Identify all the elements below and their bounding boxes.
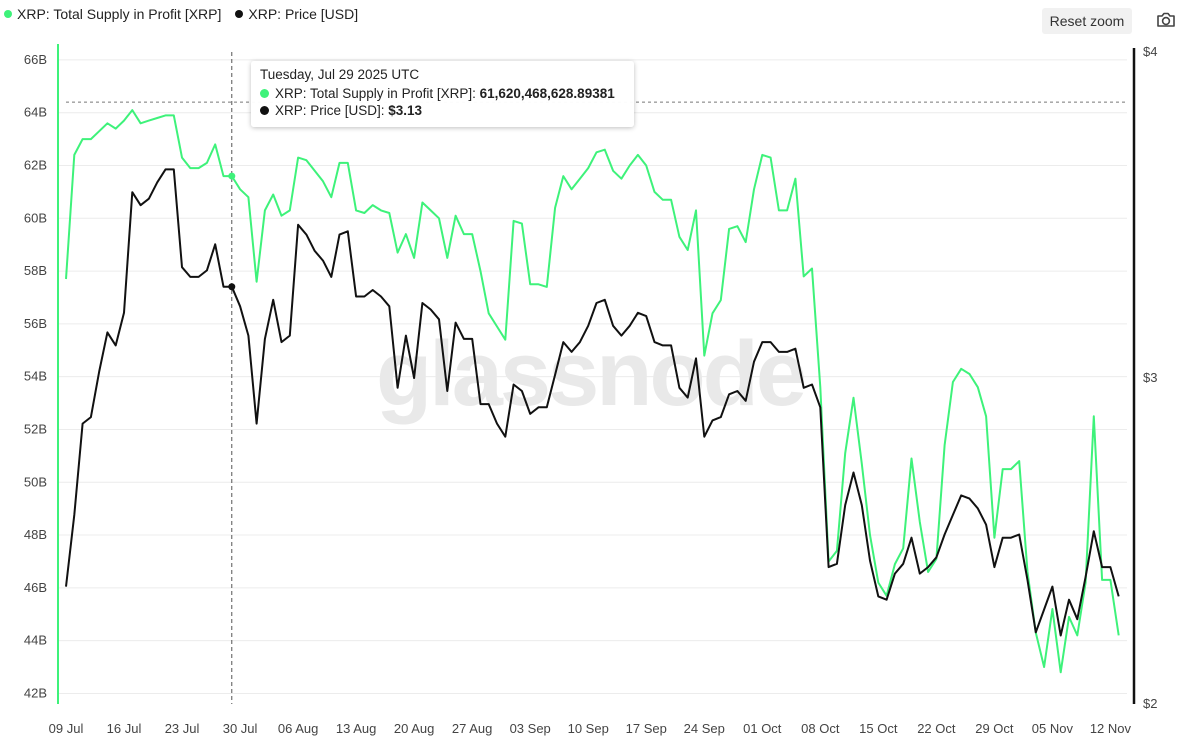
legend-label-price: XRP: Price [USD] — [248, 6, 359, 22]
x-tick-label: 23 Jul — [165, 721, 200, 736]
y-left-tick-label: 44B — [24, 633, 47, 648]
y-left-tick-label: 50B — [24, 474, 47, 489]
tooltip-swatch-supply — [260, 89, 269, 98]
x-tick-label: 20 Aug — [394, 721, 435, 736]
y-left-tick-label: 58B — [24, 263, 47, 278]
supply-in-profit-line — [65, 109, 1120, 674]
y-left-tick-label: 54B — [24, 369, 47, 384]
x-tick-label: 08 Oct — [801, 721, 840, 736]
x-tick-label: 05 Nov — [1032, 721, 1074, 736]
x-tick-label: 15 Oct — [859, 721, 898, 736]
x-tick-label: 09 Jul — [49, 721, 84, 736]
y-right-tick-label: $2 — [1143, 696, 1157, 711]
hover-point-price — [228, 283, 236, 291]
chart-legend: XRP: Total Supply in Profit [XRP] XRP: P… — [4, 6, 358, 22]
x-tick-label: 16 Jul — [107, 721, 142, 736]
tooltip-date: Tuesday, Jul 29 2025 UTC — [260, 67, 420, 82]
tooltip-value-price: $3.13 — [388, 103, 423, 118]
legend-swatch-price — [235, 10, 244, 18]
x-tick-label: 06 Aug — [278, 721, 319, 736]
watermark-logo: glassnode — [376, 323, 805, 425]
tooltip-row-supply: XRP: Total Supply in Profit [XRP]: 61,62… — [260, 85, 625, 102]
x-tick-label: 22 Oct — [917, 721, 956, 736]
hover-point-supply — [228, 172, 236, 180]
y-left-tick-label: 56B — [24, 316, 47, 331]
grid-lines — [58, 59, 1127, 694]
x-tick-label: 13 Aug — [336, 721, 377, 736]
x-tick-label: 29 Oct — [975, 721, 1014, 736]
x-tick-label: 24 Sep — [684, 721, 725, 736]
y-left-tick-label: 42B — [24, 685, 47, 700]
camera-icon[interactable] — [1155, 10, 1177, 30]
x-tick-label: 30 Jul — [223, 721, 258, 736]
y-right-tick-label: $4 — [1143, 44, 1157, 59]
y-left-tick-label: 64B — [24, 105, 47, 120]
y-left-tick-label: 46B — [24, 580, 47, 595]
tooltip-value-supply: 61,620,468,628.89381 — [479, 86, 615, 101]
legend-item-price[interactable]: XRP: Price [USD] — [235, 6, 358, 22]
x-tick-label: 17 Sep — [626, 721, 667, 736]
x-tick-label: 27 Aug — [452, 721, 493, 736]
series-lines — [65, 109, 1120, 674]
y-left-tick-label: 66B — [24, 52, 47, 67]
legend-swatch-supply — [4, 10, 12, 18]
tooltip-label-supply: XRP: Total Supply in Profit [XRP]: — [275, 86, 480, 101]
y-left-tick-label: 52B — [24, 421, 47, 436]
legend-label-supply: XRP: Total Supply in Profit [XRP] — [17, 6, 222, 22]
tooltip-label-price: XRP: Price [USD]: — [275, 103, 389, 118]
axes: 42B 44B 46B 48B 50B 52B 54B 56B 58B 60B 62B 64B 66B $… — [24, 44, 1157, 736]
x-tick-label: 01 Oct — [743, 721, 782, 736]
x-tick-label: 10 Sep — [568, 721, 609, 736]
x-tick-label: 12 Nov — [1090, 721, 1132, 736]
tooltip-swatch-price — [260, 106, 269, 115]
legend-item-supply-in-profit[interactable]: XRP: Total Supply in Profit [XRP] — [4, 6, 221, 22]
y-left-tick-label: 60B — [24, 210, 47, 225]
y-left-tick-label: 48B — [24, 527, 47, 542]
price-line — [65, 168, 1120, 637]
reset-zoom-button[interactable]: Reset zoom — [1042, 8, 1132, 34]
x-tick-label: 03 Sep — [510, 721, 551, 736]
y-left-tick-label: 62B — [24, 158, 47, 173]
tooltip-row-price: XRP: Price [USD]: $3.13 — [260, 102, 625, 119]
hover-tooltip: Tuesday, Jul 29 2025 UTC XRP: Total Supp… — [251, 61, 634, 127]
y-right-tick-label: $3 — [1143, 370, 1157, 385]
